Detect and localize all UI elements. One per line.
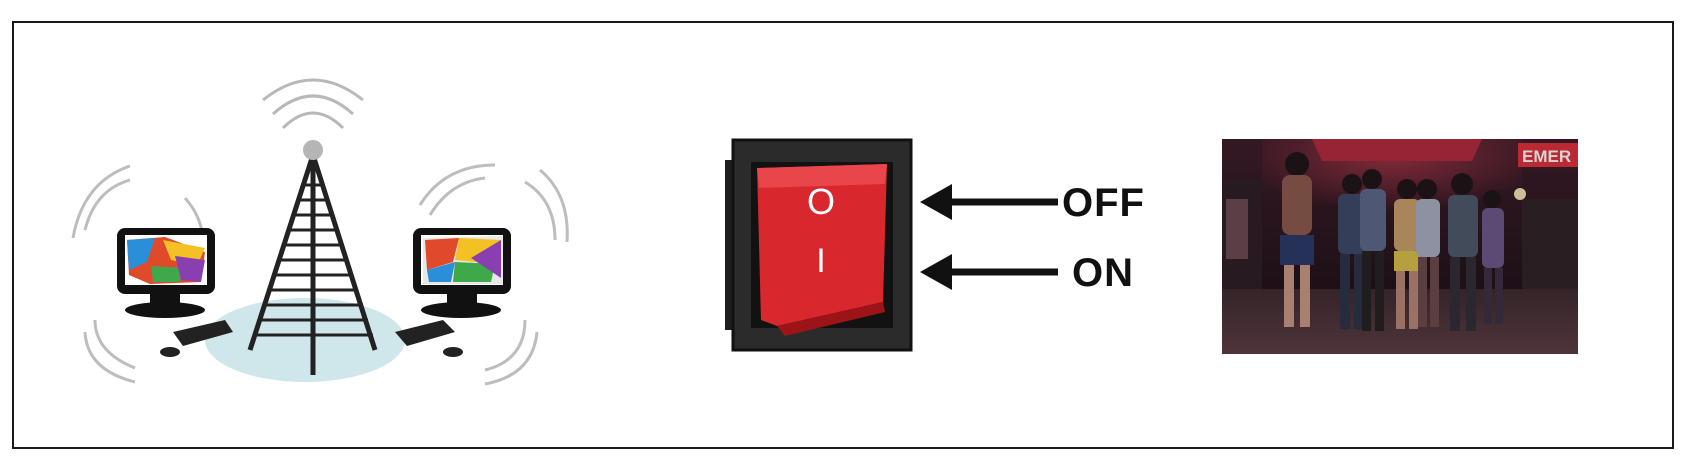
sign-text: EMER <box>1522 147 1571 166</box>
switch-rocker <box>757 164 887 326</box>
tower-rungs <box>253 183 373 337</box>
on-label: ON <box>1072 251 1134 295</box>
off-arrow-icon <box>920 184 1058 220</box>
radio-tower-icon <box>247 154 378 375</box>
people-group <box>1280 152 1504 331</box>
rocker-switch-icon: O I <box>725 138 913 352</box>
antenna-tip <box>303 140 323 160</box>
computer-left-icon <box>71 164 233 384</box>
photo-scene: EMER <box>1222 139 1578 354</box>
ground-glow <box>205 298 405 382</box>
canopy <box>1312 139 1482 161</box>
night-street-photo: EMER <box>1222 139 1578 354</box>
network-tower-icon <box>71 78 569 386</box>
computer-right-icon <box>395 163 569 386</box>
signal-waves-top <box>262 78 364 130</box>
on-arrow-icon <box>920 254 1058 290</box>
wireless-network-illustration <box>55 70 575 420</box>
sign-board <box>1518 143 1578 167</box>
off-label: OFF <box>1062 181 1145 225</box>
switch-on-symbol: I <box>816 242 825 280</box>
rocker-switch: O I <box>725 130 925 360</box>
switch-off-symbol: O <box>807 181 835 222</box>
